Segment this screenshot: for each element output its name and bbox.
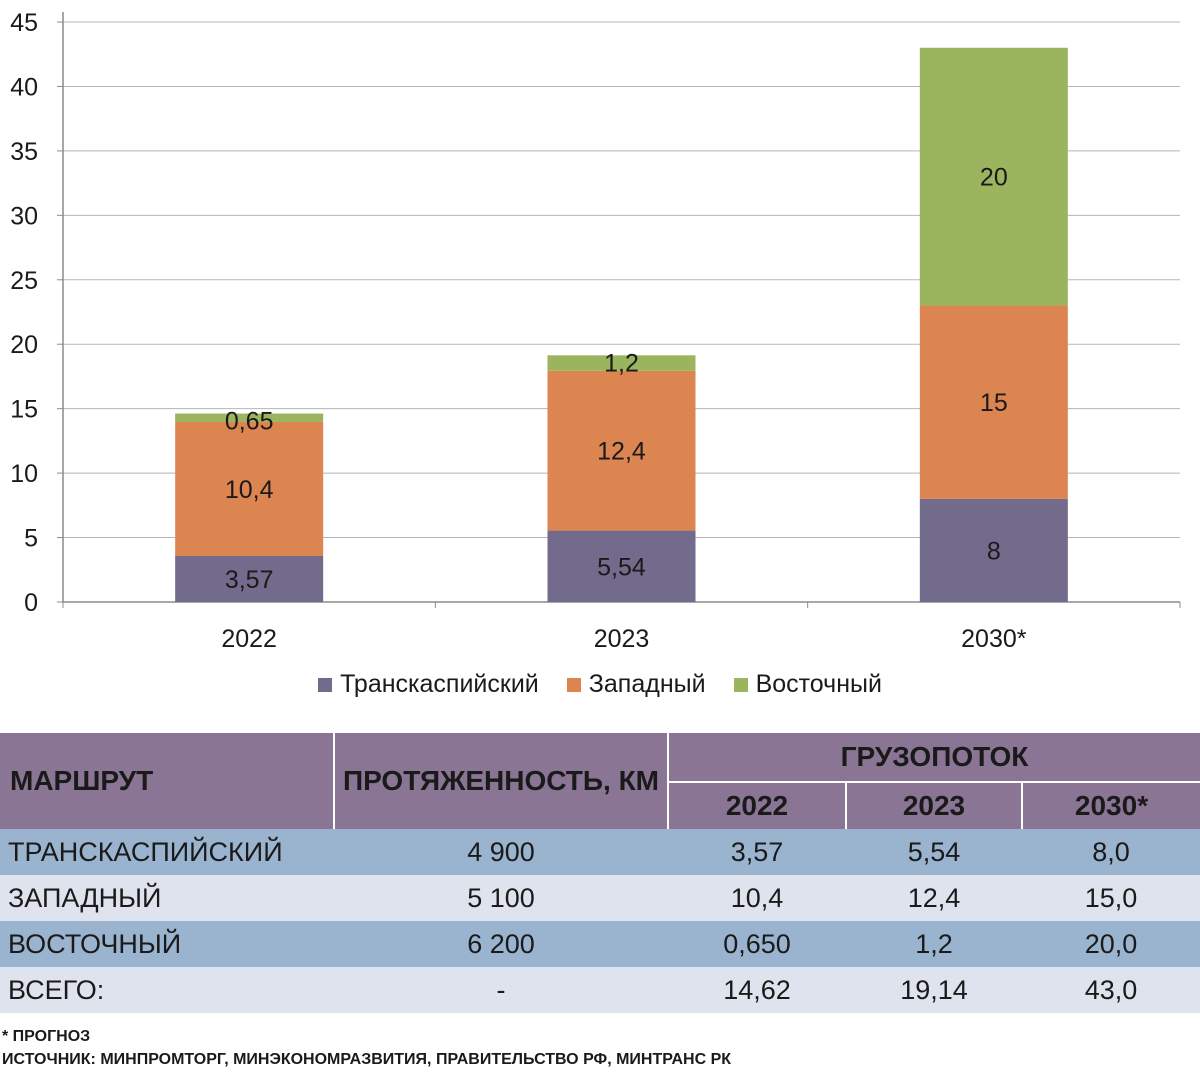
x-tick-label: 2030* bbox=[961, 625, 1027, 653]
y-tick-label: 10 bbox=[10, 460, 38, 488]
cell-2022: 14,62 bbox=[668, 967, 846, 1013]
forecast-note: * ПРОГНОЗ bbox=[2, 1028, 91, 1045]
bar-segment bbox=[919, 305, 1068, 499]
source-note: ИСТОЧНИК: МИНПРОМТОРГ, МИНЭКОНОМРАЗВИТИЯ… bbox=[2, 1051, 732, 1068]
legend-item-western: Западный bbox=[566, 670, 706, 699]
y-tick-label: 20 bbox=[10, 331, 38, 359]
header-route: МАРШРУТ bbox=[0, 733, 335, 829]
data-label: 20 bbox=[980, 164, 1008, 192]
cell-route: ЗАПАДНЫЙ bbox=[0, 875, 334, 921]
data-label: 15 bbox=[980, 389, 1008, 417]
header-year-2022: 2022 bbox=[668, 782, 847, 829]
header-length: ПРОТЯЖЕННОСТЬ, КМ bbox=[334, 733, 669, 829]
cell-length: 6 200 bbox=[334, 921, 668, 967]
table-row: ВОСТОЧНЫЙ 6 200 0,650 1,2 20,0 bbox=[0, 921, 1200, 967]
cell-2022: 0,650 bbox=[668, 921, 846, 967]
legend-label-western: Западный bbox=[588, 670, 706, 698]
legend-swatch-eastern bbox=[733, 677, 748, 692]
x-tick-label: 2023 bbox=[594, 625, 650, 653]
legend-swatch-western bbox=[566, 677, 581, 692]
header-cargo-flow: ГРУЗОПОТОК bbox=[668, 733, 1200, 783]
bars bbox=[175, 47, 1068, 602]
bar-segment bbox=[175, 421, 324, 556]
y-tick-label: 40 bbox=[10, 73, 38, 101]
cell-2022: 10,4 bbox=[668, 875, 846, 921]
y-tick-label: 15 bbox=[10, 396, 38, 424]
bar-segment bbox=[547, 530, 696, 602]
cell-length: - bbox=[334, 967, 668, 1013]
cell-length: 4 900 bbox=[334, 829, 668, 875]
bar-segment bbox=[919, 498, 1068, 602]
y-tick-label: 35 bbox=[10, 138, 38, 166]
data-label: 5,54 bbox=[597, 553, 646, 581]
header-year-2030: 2030* bbox=[1022, 782, 1200, 829]
legend-label-eastern: Восточный bbox=[755, 670, 882, 698]
cell-2023: 19,14 bbox=[846, 967, 1022, 1013]
table-row: ТРАНСКАСПИЙСКИЙ 4 900 3,57 5,54 8,0 bbox=[0, 829, 1200, 875]
y-tick-label: 45 bbox=[10, 9, 38, 37]
cell-route: ТРАНСКАСПИЙСКИЙ bbox=[0, 829, 334, 875]
bar-segment bbox=[175, 555, 324, 602]
cell-2030: 8,0 bbox=[1022, 829, 1200, 875]
legend: Транскаспийский Западный Восточный bbox=[0, 670, 1200, 699]
data-label: 3,57 bbox=[225, 566, 274, 594]
cell-2030: 43,0 bbox=[1022, 967, 1200, 1013]
bar-segment bbox=[547, 355, 696, 371]
legend-swatch-transcaspian bbox=[318, 677, 333, 692]
data-label: 12,4 bbox=[597, 438, 646, 466]
data-label: 1,2 bbox=[604, 349, 639, 377]
table-row: ЗАПАДНЫЙ 5 100 10,4 12,4 15,0 bbox=[0, 875, 1200, 921]
cell-2023: 5,54 bbox=[846, 829, 1022, 875]
cell-2023: 1,2 bbox=[846, 921, 1022, 967]
y-tick-label: 30 bbox=[10, 202, 38, 230]
y-tick-label: 5 bbox=[24, 525, 38, 553]
data-label: 0,65 bbox=[225, 408, 274, 436]
bar-segment bbox=[175, 413, 324, 422]
cell-route: ВСЕГО: bbox=[0, 967, 334, 1013]
y-tick-label: 0 bbox=[24, 589, 38, 617]
cell-2022: 3,57 bbox=[668, 829, 846, 875]
cell-2030: 15,0 bbox=[1022, 875, 1200, 921]
cell-2030: 20,0 bbox=[1022, 921, 1200, 967]
route-table: МАРШРУТ ПРОТЯЖЕННОСТЬ, КМ ГРУЗОПОТОК 202… bbox=[0, 733, 1200, 1013]
bar-segment bbox=[547, 370, 696, 531]
bar-labels: 3,57 10,4 0,65 5,54 12,4 1,2 8 15 20 bbox=[225, 164, 1008, 594]
legend-item-transcaspian: Транскаспийский bbox=[318, 670, 539, 699]
cell-length: 5 100 bbox=[334, 875, 668, 921]
bar-segment bbox=[919, 47, 1068, 306]
data-label: 10,4 bbox=[225, 476, 274, 504]
y-tick-label: 25 bbox=[10, 267, 38, 295]
cell-2023: 12,4 bbox=[846, 875, 1022, 921]
legend-item-eastern: Восточный bbox=[733, 670, 882, 699]
table-row: ВСЕГО: - 14,62 19,14 43,0 bbox=[0, 967, 1200, 1013]
legend-label-transcaspian: Транскаспийский bbox=[340, 670, 539, 698]
cell-route: ВОСТОЧНЫЙ bbox=[0, 921, 334, 967]
stacked-bar-chart: 0 5 10 15 20 25 30 35 40 45 2022 2023 2030* 3,57 10,4… bbox=[10, 9, 1181, 653]
data-label: 8 bbox=[987, 537, 1001, 565]
x-tick-label: 2022 bbox=[221, 625, 277, 653]
footnotes: * ПРОГНОЗ ИСТОЧНИК: МИНПРОМТОРГ, МИНЭКОН… bbox=[2, 1025, 731, 1071]
header-year-2023: 2023 bbox=[846, 782, 1023, 829]
